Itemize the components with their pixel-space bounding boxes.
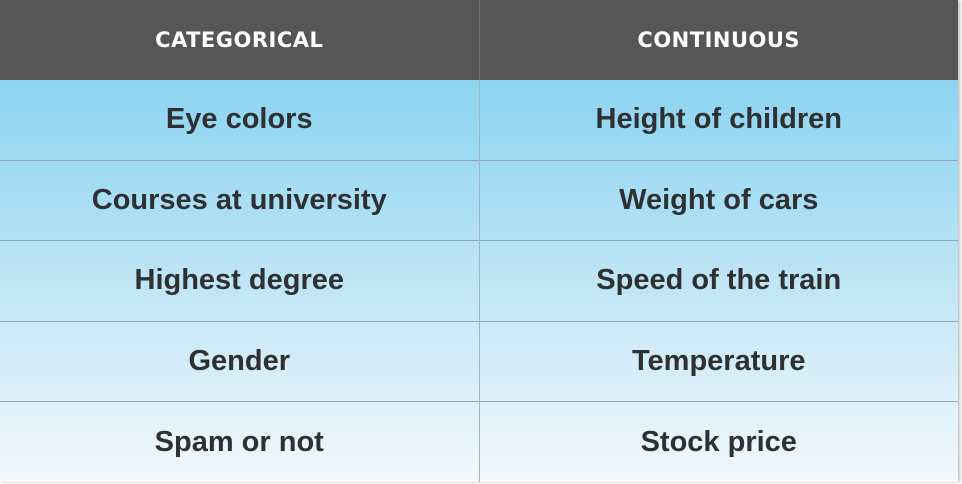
- header-row: CATEGORICAL CONTINUOUS: [0, 0, 958, 80]
- categorical-cell: Highest degree: [0, 240, 480, 322]
- continuous-cell: Height of children: [595, 103, 843, 136]
- continuous-cell: Temperature: [479, 320, 958, 402]
- continuous-cell: Stock price: [479, 401, 958, 482]
- continuous-cell: Weight of cars: [479, 159, 958, 241]
- table-row: Eye colors Height of children: [0, 80, 958, 161]
- categorical-cell: Eye colors: [0, 80, 480, 161]
- table-row: Spam or not Stock price: [0, 401, 958, 482]
- categorical-cell: Spam or not: [0, 401, 480, 482]
- table-row: Courses at university Weight of cars: [0, 159, 958, 241]
- header-categorical: CATEGORICAL: [0, 0, 480, 80]
- table-row: Highest degree Speed of the train: [0, 240, 958, 322]
- header-continuous: CONTINUOUS: [479, 0, 958, 80]
- table-row: Gender Temperature: [0, 320, 958, 402]
- continuous-cell: Speed of the train: [479, 240, 958, 322]
- table-header: CATEGORICAL CONTINUOUS: [0, 0, 958, 80]
- table-body: Eye colors Height of children Courses at…: [0, 80, 958, 482]
- categorical-cell: Gender: [0, 320, 480, 402]
- categorical-cell: Courses at university: [0, 159, 480, 241]
